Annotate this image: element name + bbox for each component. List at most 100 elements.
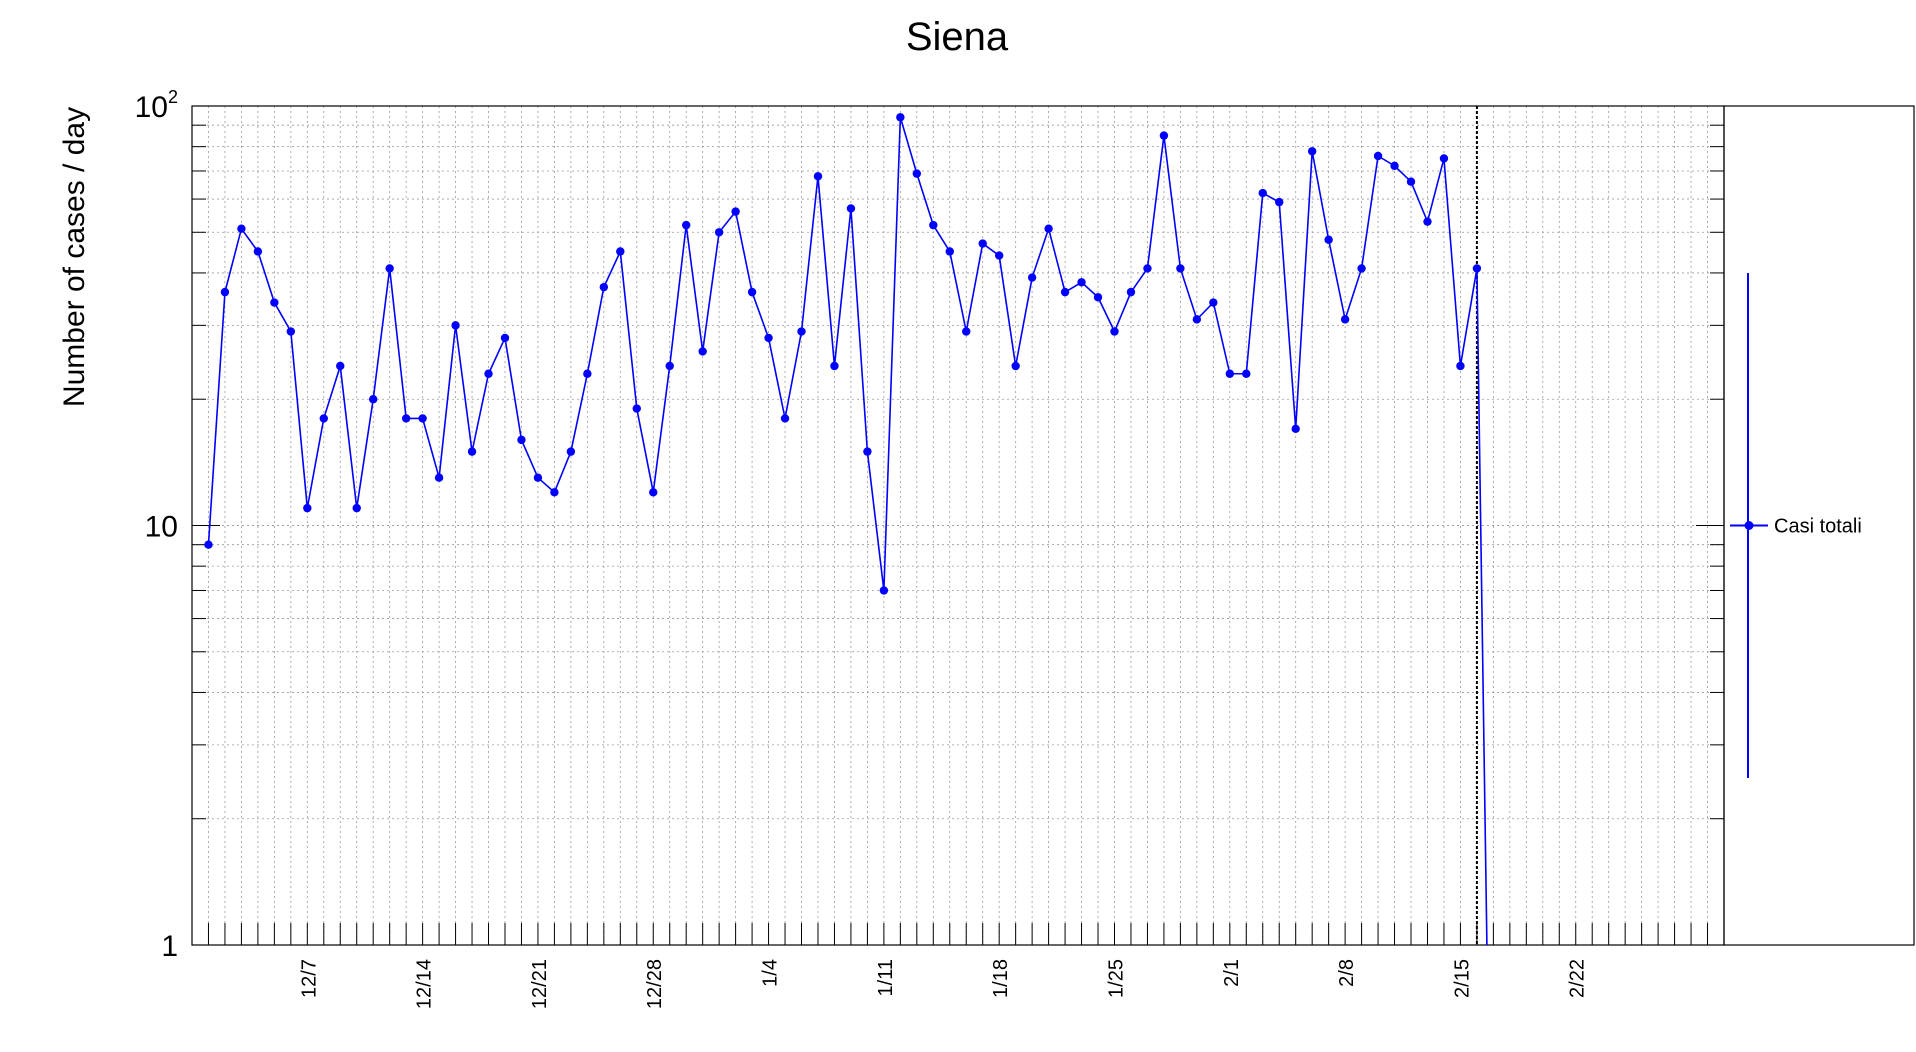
- data-point: [401, 414, 411, 423]
- data-point: [649, 488, 658, 497]
- data-point: [1044, 224, 1053, 233]
- data-point: [1340, 315, 1350, 324]
- x-tick-label: 1/18: [990, 959, 1012, 998]
- data-point: [1423, 217, 1432, 226]
- y-axis-label: Number of cases / day: [58, 107, 91, 407]
- data-point: [583, 369, 592, 378]
- data-point: [1093, 293, 1103, 302]
- data-point: [863, 447, 872, 456]
- data-point: [484, 369, 493, 378]
- data-point: [500, 333, 510, 343]
- data-point: [731, 207, 740, 216]
- x-tick-labels: 12/7 12/14 12/21 12/28 1/4 1/11 1/18 1/25 2/1 2/8…: [298, 959, 1588, 1009]
- data-point: [1357, 264, 1366, 273]
- x-tick-label: 2/8: [1336, 959, 1358, 987]
- series-casi-totali: [204, 113, 1488, 946]
- y-tick-label-base: 10: [135, 91, 168, 124]
- data-point: [1011, 361, 1020, 371]
- data-point: [467, 447, 477, 456]
- y-tick-label: 1: [161, 930, 178, 963]
- data-point: [1176, 264, 1185, 273]
- legend-frame: [1723, 105, 1915, 946]
- legend-marker: [1744, 521, 1754, 530]
- data-point: [303, 503, 312, 513]
- x-tick-label: 1/4: [760, 959, 782, 987]
- data-point: [1324, 235, 1333, 244]
- data-point: [846, 204, 856, 213]
- data-point: [747, 287, 757, 297]
- data-point: [1291, 424, 1300, 434]
- data-point: [1275, 197, 1284, 207]
- data-point: [632, 404, 641, 413]
- data-point: [319, 414, 328, 423]
- data-point: [1209, 298, 1218, 307]
- data-point: [533, 473, 543, 482]
- data-point: [385, 264, 394, 273]
- data-point: [286, 327, 296, 336]
- y-tick-label-exponent: 2: [168, 87, 178, 107]
- data-point: [994, 251, 1004, 260]
- data-point: [451, 321, 460, 330]
- x-tick-label: 12/14: [414, 959, 436, 1009]
- data-point: [780, 414, 790, 423]
- data-point: [1027, 273, 1037, 282]
- y-tick-label: 10: [145, 511, 178, 544]
- data-point: [550, 488, 559, 497]
- data-point: [1159, 131, 1169, 140]
- x-tick-label: 2/22: [1567, 959, 1589, 998]
- data-point: [1060, 287, 1070, 297]
- data-point: [830, 361, 839, 371]
- legend: Casi totali: [1723, 105, 1915, 946]
- data-point: [1472, 264, 1482, 273]
- data-point: [698, 347, 707, 356]
- data-point: [270, 298, 279, 307]
- data-point: [945, 247, 954, 256]
- data-point: [665, 361, 674, 371]
- chart-title: Siena: [906, 15, 1009, 59]
- data-point: [1456, 361, 1465, 371]
- y-tick-label: 102: [135, 87, 178, 124]
- data-point: [369, 395, 378, 404]
- x-tick-label: 2/1: [1221, 959, 1243, 987]
- data-point: [599, 282, 609, 292]
- data-point: [896, 113, 905, 122]
- data-point: [1110, 327, 1119, 336]
- data-point: [912, 169, 922, 178]
- data-point: [797, 327, 806, 336]
- legend-label: Casi totali: [1774, 516, 1862, 538]
- data-point: [352, 503, 361, 513]
- x-tick-label: 12/21: [529, 959, 551, 1009]
- data-point: [237, 224, 246, 233]
- data-point: [978, 239, 987, 248]
- x-tick-label: 12/28: [644, 959, 666, 1009]
- data-point: [220, 287, 230, 297]
- data-point: [1390, 161, 1399, 171]
- data-point: [764, 333, 773, 343]
- data-point: [1373, 151, 1383, 161]
- data-point: [253, 247, 263, 256]
- data-point: [714, 228, 724, 237]
- data-point: [1126, 287, 1136, 297]
- data-point: [813, 172, 823, 181]
- data-point: [336, 361, 345, 371]
- data-point: [204, 540, 213, 549]
- data-point: [1143, 264, 1152, 273]
- data-point: [517, 435, 526, 445]
- data-point: [1242, 369, 1251, 378]
- data-point: [1258, 188, 1267, 198]
- x-tick-label: 1/11: [875, 959, 897, 996]
- data-point: [1077, 278, 1086, 287]
- data-point: [1439, 154, 1449, 163]
- x-tick-label: 12/7: [298, 959, 320, 998]
- data-point: [1225, 369, 1235, 378]
- axis-ticks: [192, 106, 1724, 945]
- x-tick-label: 1/25: [1105, 959, 1127, 998]
- data-point: [566, 447, 576, 456]
- data-point: [879, 586, 889, 595]
- data-point: [434, 473, 444, 482]
- data-point: [962, 327, 971, 336]
- data-point: [929, 220, 938, 230]
- data-point: [1307, 147, 1317, 156]
